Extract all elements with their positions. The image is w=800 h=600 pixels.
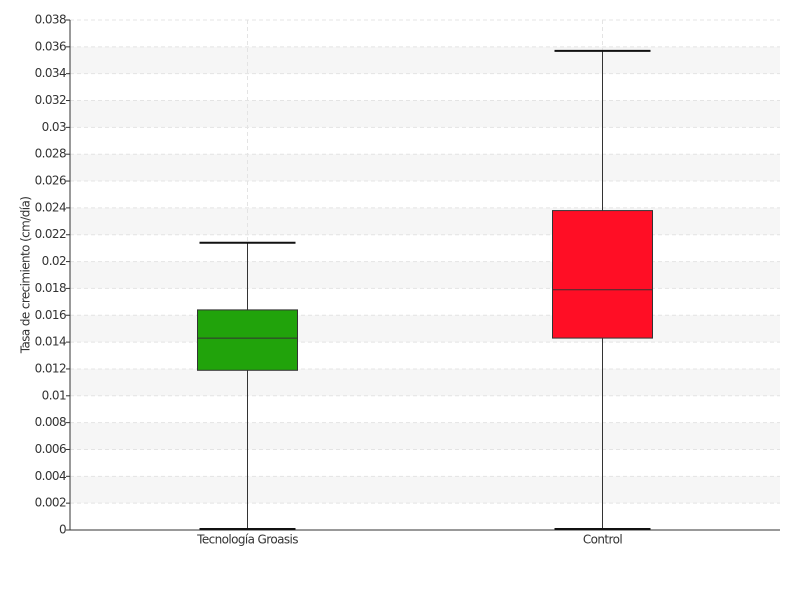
y-tick-label: 0.034 <box>35 66 66 80</box>
grid-band <box>70 476 780 504</box>
y-tick-label: 0.028 <box>35 147 66 161</box>
y-tick-label: 0.018 <box>35 281 66 295</box>
grid-band <box>70 46 780 74</box>
grid-band <box>70 154 780 182</box>
x-tick-label: Tecnología Groasis <box>196 533 298 547</box>
y-tick-label: 0.008 <box>35 415 66 429</box>
y-tick-label: 0.036 <box>35 39 66 53</box>
x-tick-label: Control <box>583 533 622 547</box>
y-tick-label: 0.03 <box>42 120 66 134</box>
y-tick-label: 0.002 <box>35 496 66 510</box>
y-tick-label: 0.026 <box>35 174 66 188</box>
y-tick-label: 0.032 <box>35 93 66 107</box>
box <box>197 309 298 371</box>
grid-band <box>70 261 780 289</box>
y-tick-label: 0.02 <box>42 254 66 268</box>
grid-band <box>70 315 780 343</box>
y-tick-label: 0.006 <box>35 442 66 456</box>
grid-band <box>70 422 780 450</box>
y-tick-label: 0.038 <box>35 13 66 27</box>
y-tick-label: 0.024 <box>35 200 66 214</box>
grid-band <box>70 207 780 235</box>
y-tick-label: 0 <box>59 523 66 537</box>
y-tick-label: 0.01 <box>42 388 66 402</box>
y-tick-label: 0.004 <box>35 469 66 483</box>
grid-band <box>70 100 780 128</box>
y-axis-label: Tasa de crecimiento (cm/día) <box>19 197 33 355</box>
y-tick-label: 0.022 <box>35 227 66 241</box>
y-tick-label: 0.012 <box>35 361 66 375</box>
y-tick-label: 0.014 <box>35 335 66 349</box>
box <box>552 210 653 339</box>
grid-band <box>70 368 780 396</box>
y-tick-label: 0.016 <box>35 308 66 322</box>
